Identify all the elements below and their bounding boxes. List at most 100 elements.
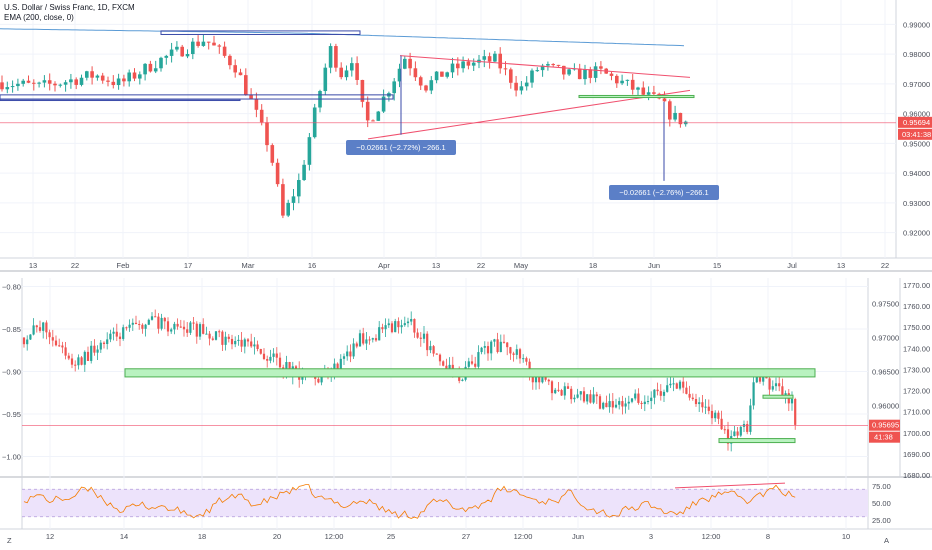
- candle-body-2: [285, 362, 288, 375]
- candle-body-2: [80, 357, 83, 365]
- left-tick-2: −0.90: [2, 368, 21, 377]
- candle-body-2: [723, 429, 726, 431]
- candle-body-2: [96, 349, 99, 353]
- rsi-line: [23, 484, 796, 519]
- candle-body-1: [201, 41, 206, 46]
- candle-body-2: [243, 339, 246, 347]
- candle-body-1: [493, 53, 497, 62]
- ema-legend: EMA (200, close, 0): [4, 13, 74, 22]
- candle-body-2: [26, 339, 29, 345]
- candle-body-2: [339, 358, 342, 370]
- candle-body-1: [403, 58, 407, 69]
- candle-body-1: [323, 67, 328, 92]
- candle-body-1: [413, 68, 418, 78]
- last-price-2: 0.95695: [872, 421, 899, 430]
- candle-body-2: [275, 353, 278, 358]
- candle-body-2: [733, 431, 736, 437]
- candle-body-2: [176, 323, 179, 327]
- candle-body-2: [736, 431, 739, 436]
- candle-body-2: [198, 324, 202, 337]
- candle-body-1: [270, 145, 275, 163]
- x-tick-2: 14: [120, 532, 128, 541]
- candle-body-2: [605, 402, 608, 408]
- candle-body-1: [16, 83, 20, 87]
- candle-body-1: [69, 79, 73, 83]
- candle-body-1: [381, 96, 386, 112]
- candle-body-1: [191, 41, 195, 55]
- candle-body-1: [609, 73, 614, 76]
- candle-body-2: [205, 333, 208, 335]
- candle-body-2: [138, 324, 141, 326]
- candle-body-2: [102, 342, 106, 345]
- candle-body-2: [586, 394, 589, 402]
- candle-body-2: [595, 394, 598, 397]
- candle-body-2: [678, 381, 682, 389]
- candle-body-1: [148, 63, 153, 72]
- candle-body-2: [659, 391, 662, 396]
- candle-body-2: [560, 390, 563, 396]
- candle-body-2: [314, 376, 317, 379]
- candle-body-2: [749, 405, 752, 432]
- candle-body-2: [637, 393, 640, 403]
- candle-body-2: [486, 346, 490, 354]
- candle-body-2: [51, 337, 54, 341]
- candle-body-2: [413, 318, 416, 333]
- right-tick-2: 0.97500: [872, 300, 899, 309]
- candle-body-1: [254, 99, 259, 110]
- rsi-tick: 50.00: [872, 499, 891, 508]
- candle-body-1: [175, 46, 179, 50]
- candle-body-2: [522, 358, 525, 360]
- candle-body-1: [21, 80, 25, 84]
- candle-body-2: [778, 383, 781, 387]
- candle-body-1: [678, 112, 683, 125]
- candle-body-2: [189, 322, 192, 333]
- candle-body-1: [58, 84, 63, 86]
- candle-body-2: [45, 322, 48, 333]
- candle-body-2: [90, 345, 93, 361]
- candle-body-2: [35, 325, 38, 328]
- candle-body-2: [269, 356, 272, 361]
- candle-body-2: [653, 389, 656, 398]
- candle-body-2: [352, 343, 355, 357]
- candle-body-1: [487, 56, 492, 62]
- candle-body-2: [253, 344, 256, 347]
- candle-body-2: [512, 353, 515, 355]
- candle-body-2: [394, 321, 397, 333]
- x-tick-2: 12:00: [325, 532, 344, 541]
- candle-body-2: [515, 349, 518, 355]
- trendline-lower: [367, 89, 691, 140]
- candle-body-2: [70, 358, 74, 365]
- candle-body-2: [630, 398, 634, 402]
- candle-body-2: [208, 333, 211, 339]
- candle-body-1: [153, 68, 158, 72]
- candle-body-1: [228, 55, 232, 66]
- candle-body-2: [643, 401, 646, 405]
- candle-body-2: [538, 375, 541, 383]
- candle-body-2: [774, 383, 778, 387]
- corner-left-label[interactable]: Z: [7, 536, 12, 545]
- candle-body-2: [691, 397, 694, 400]
- candle-body-2: [755, 373, 758, 383]
- x-tick-1: 13: [837, 261, 845, 270]
- left-tick-2: −0.95: [2, 410, 21, 419]
- candle-body-2: [566, 386, 570, 389]
- candle-body-1: [456, 63, 460, 69]
- candle-body-2: [650, 397, 653, 402]
- candle-body-1: [509, 69, 513, 83]
- candle-body-2: [42, 322, 45, 331]
- candle-body-2: [611, 401, 614, 408]
- candle-body-1: [344, 70, 349, 78]
- candle-body-2: [32, 325, 35, 335]
- candle-body-2: [781, 386, 784, 397]
- price-tick-1: 0.96000: [903, 110, 930, 119]
- candle-body-1: [397, 68, 402, 82]
- corner-right-label[interactable]: A: [884, 536, 889, 545]
- candle-body-2: [234, 340, 237, 345]
- candle-body-1: [583, 69, 587, 80]
- candle-body-1: [371, 120, 375, 122]
- candle-body-1: [74, 79, 78, 85]
- candle-body-1: [365, 101, 370, 121]
- candle-body-2: [662, 391, 666, 396]
